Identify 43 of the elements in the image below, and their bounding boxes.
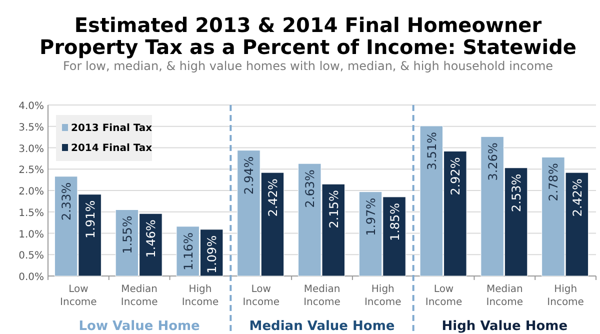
data-label: 1.55% [120, 216, 134, 254]
data-label: 2.33% [60, 182, 74, 221]
x-tick-label: Median Income [304, 284, 340, 308]
data-label: 1.46% [144, 220, 158, 258]
y-tick-label: 3.0% [18, 144, 44, 155]
y-tick-label: 0.0% [18, 272, 44, 283]
y-tick-label: 0.5% [18, 250, 44, 262]
x-tick-label: High Income [547, 284, 584, 308]
legend-label: 2014 Final Tax [71, 143, 153, 154]
chart-title: Estimated 2013 & 2014 Final Homeowner Property Tax as a Percent of Income: Statewide [40, 13, 576, 59]
text: Low Value Home [78, 319, 200, 334]
y-tick-label: 3.5% [18, 122, 44, 134]
data-label: 1.16% [181, 232, 196, 271]
data-label: 2.15% [326, 190, 341, 228]
data-label: 1.85% [388, 202, 402, 242]
y-tick-label: 2.0% [18, 186, 44, 198]
data-label: 2.92% [448, 157, 463, 196]
x-tick-label: Low Income [425, 284, 462, 308]
x-tick-label: Low Income [242, 284, 280, 308]
text: High Value Home [442, 319, 568, 334]
data-label: 3.51% [424, 132, 439, 170]
data-label: 1.09% [205, 235, 220, 274]
x-tick-label: High Income [182, 284, 219, 308]
x-tick-label: Low Income [60, 284, 97, 308]
data-label: 2.94% [242, 156, 256, 194]
data-label: 2.42% [266, 178, 280, 217]
data-label: 2.78% [546, 163, 561, 202]
x-tick-label: Median Income [120, 284, 158, 308]
y-tick-label: 1.5% [18, 208, 44, 219]
data-label: 3.26% [486, 142, 500, 181]
data-label: 2.63% [303, 170, 318, 208]
text: Median Value Home [249, 319, 395, 334]
legend-label: 2013 Final Tax [71, 123, 153, 134]
x-tick-label: High Income [364, 284, 402, 308]
x-tick-label: Median Income [486, 284, 524, 308]
chart-subtitle: For low, median, & high value homes with low, median, & high household income [62, 59, 554, 73]
data-label: 1.91% [83, 200, 98, 238]
y-tick-label: 1.0% [18, 229, 44, 240]
y-tick-label: 2.5% [18, 165, 44, 176]
data-label: 2.53% [510, 174, 524, 212]
data-label: 1.97% [364, 198, 378, 236]
y-tick-label: 4.0% [18, 101, 44, 112]
data-label: 2.42% [570, 178, 584, 217]
